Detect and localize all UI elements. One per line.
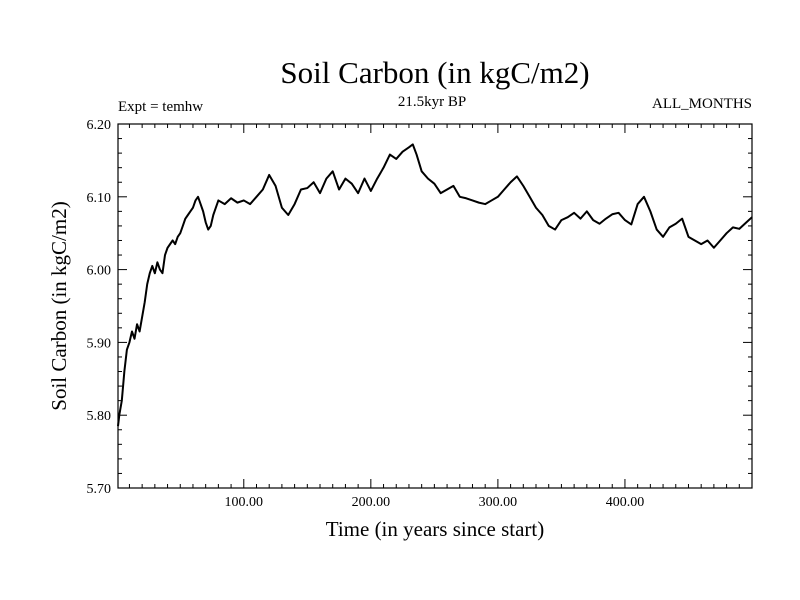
y-tick-label: 6.00: [87, 264, 112, 279]
soil-carbon-line: [117, 143, 753, 427]
experiment-label: Expt = temhw: [118, 99, 203, 115]
y-tick-label: 5.70: [87, 482, 112, 497]
x-tick-label: 300.00: [479, 495, 518, 510]
plot-frame: [117, 123, 753, 489]
x-tick-label: 100.00: [225, 495, 264, 510]
y-tick-label: 5.80: [87, 409, 112, 424]
x-tick-label: 200.00: [352, 495, 391, 510]
y-tick-label: 6.10: [87, 191, 112, 206]
x-tick-label: 400.00: [606, 495, 645, 510]
y-tick-label: 6.20: [87, 118, 112, 133]
chart-title: Soil Carbon (in kgC/m2): [280, 55, 589, 90]
months-label: ALL_MONTHS: [652, 96, 752, 112]
axis-ticks: [118, 124, 752, 488]
x-tick-labels: 100.00 200.00 300.00 400.00: [225, 495, 645, 510]
y-tick-labels: 5.70 5.80 5.90 6.00 6.10 6.20: [87, 118, 112, 497]
y-tick-label: 5.90: [87, 336, 112, 351]
y-axis-label: Soil Carbon (in kgC/m2): [47, 201, 71, 410]
x-axis-label: Time (in years since start): [326, 517, 545, 541]
chart-subtitle: 21.5kyr BP: [398, 94, 466, 110]
